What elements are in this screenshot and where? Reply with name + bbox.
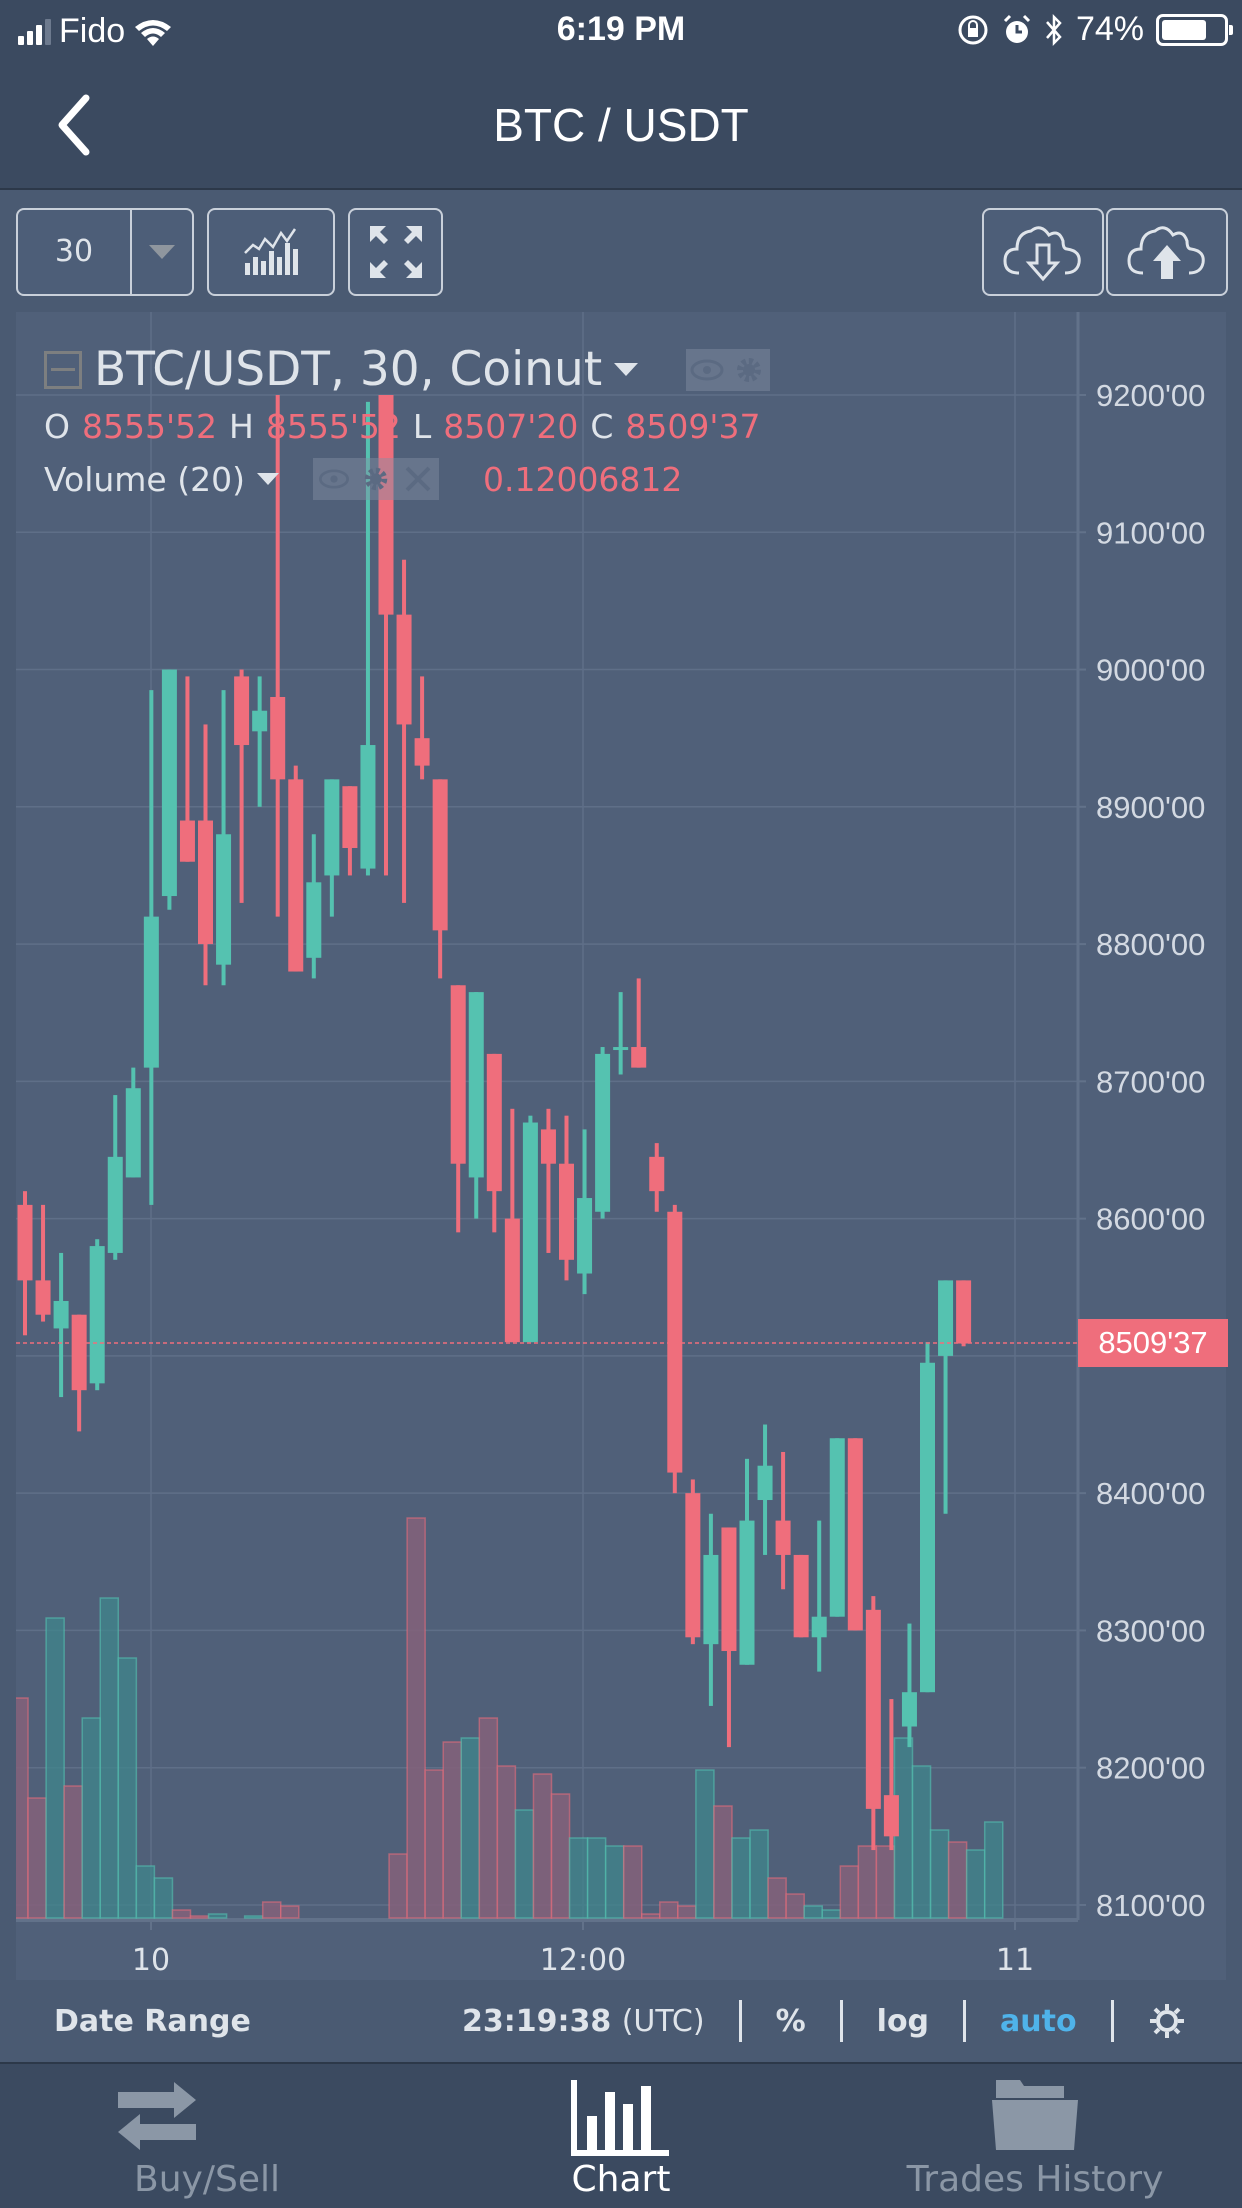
svg-text:8600'00: 8600'00 [1096,1202,1205,1237]
chevron-left-icon [58,94,90,156]
interval-value: 30 [18,210,132,294]
volume-value: 0.12006812 [482,459,683,499]
close-label: C [590,407,614,446]
close-icon [405,466,431,492]
fullscreen-button[interactable] [348,208,443,296]
collapse-legend-icon[interactable] [44,350,82,389]
chart-container: 9200'00 9100'00 9000'00 8900'00 8800'00 8700'… [0,312,1242,2192]
caret-down-icon[interactable] [614,362,639,377]
volume-settings-button[interactable] [354,458,397,500]
cloud-download-icon [1003,226,1081,282]
bottom-tab-bar: Buy/Sell Chart Trades History [0,2062,1242,2208]
back-button[interactable] [50,90,110,160]
svg-text:8300'00: 8300'00 [1096,1613,1205,1648]
gear-icon [364,467,388,491]
tab-buy-sell[interactable]: Buy/Sell [0,2064,414,2208]
series-settings-button[interactable] [728,348,771,391]
battery-icon [1156,13,1233,46]
cellular-signal-icon [18,18,51,45]
navigation-bar: BTC / USDT [0,64,1242,190]
divider [963,2000,967,2042]
svg-text:9100'00: 9100'00 [1096,515,1205,550]
caret-down-icon[interactable] [256,472,279,486]
page-title: BTC / USDT [493,99,749,151]
timezone-button[interactable]: (UTC) [621,2003,705,2039]
bluetooth-icon [1045,13,1062,46]
volume-legend: Volume (20) 0.12006812 [44,458,770,500]
clock-time: 23:19:38 [462,2003,612,2039]
save-chart-button[interactable] [1106,208,1228,296]
status-bar: Fido 6:19 PM 74% [0,0,1242,64]
visibility-toggle[interactable] [686,348,729,391]
svg-text:9000'00: 9000'00 [1096,653,1205,688]
divider [839,2000,843,2042]
svg-text:8800'00: 8800'00 [1096,927,1205,962]
volume-label[interactable]: Volume (20) [44,459,245,499]
clock: 6:19 PM [556,10,686,48]
svg-text:8200'00: 8200'00 [1096,1751,1205,1786]
tab-label: Trades History [906,2159,1164,2200]
low-label: L [412,407,432,446]
high-label: H [229,407,254,446]
chart-toolbar: 30 [0,190,1242,312]
svg-text:12:00: 12:00 [540,1943,626,1978]
tab-trades-history[interactable]: Trades History [828,2064,1242,2208]
indicators-chart-icon [244,228,298,275]
rotation-lock-icon [958,15,988,44]
gear-icon[interactable] [1148,2002,1186,2040]
tab-chart[interactable]: Chart [414,2064,828,2208]
chart-pane[interactable]: 9200'00 9100'00 9000'00 8900'00 8800'00 8700'… [16,312,1226,1980]
svg-text:11: 11 [996,1943,1034,1978]
eye-icon [690,359,724,380]
caret-down-icon [149,245,175,259]
log-scale-toggle[interactable]: log [876,2003,930,2039]
indicators-button[interactable] [207,208,335,296]
folder-icon [992,2080,1078,2150]
date-range-button[interactable]: Date Range [54,2003,251,2039]
ohlc-values: O 8555'52 H 8555'52 L 8507'20 C 8509'37 [44,407,770,446]
percent-scale-toggle[interactable]: % [775,2003,806,2039]
volume-remove-button[interactable] [396,458,439,500]
open-label: O [44,407,70,446]
chart-footer: Date Range 23:19:38 (UTC) % log auto [0,1980,1242,2062]
load-chart-button[interactable] [982,208,1104,296]
cloud-upload-icon [1127,226,1205,279]
fullscreen-icon [369,226,422,278]
low-value: 8507'20 [443,407,579,446]
divider [1110,2000,1114,2042]
svg-text:8700'00: 8700'00 [1096,1064,1205,1099]
eye-icon [318,469,349,489]
svg-text:8100'00: 8100'00 [1096,1888,1205,1923]
last-price-label: 8509'37 [1078,1319,1228,1368]
divider [738,2000,742,2042]
interval-dropdown[interactable]: 30 [16,208,194,296]
high-value: 8555'52 [265,407,401,446]
close-value: 8509'37 [625,407,761,446]
tab-label: Buy/Sell [134,2159,280,2200]
gear-icon [737,357,762,382]
volume-visibility-toggle[interactable] [312,458,355,500]
bar-chart-icon [571,2080,669,2156]
alarm-icon [1003,14,1030,43]
open-value: 8555'52 [81,407,218,446]
auto-scale-toggle[interactable]: auto [1000,2003,1077,2039]
swap-arrows-icon [118,2082,196,2150]
symbol-title[interactable]: BTC/USDT, 30, Coinut [94,342,603,397]
svg-text:8900'00: 8900'00 [1096,790,1205,825]
tab-label: Chart [571,2159,671,2200]
svg-text:9200'00: 9200'00 [1096,378,1205,413]
wifi-icon [135,19,172,46]
svg-text:10: 10 [132,1943,170,1978]
candlestick-chart[interactable]: 9200'00 9100'00 9000'00 8900'00 8800'00 8700'… [16,312,1226,1980]
series-legend: BTC/USDT, 30, Coinut O 8555'52 H 8555'52… [44,342,771,500]
carrier-name: Fido [59,12,126,50]
battery-percent: 74% [1075,10,1144,48]
svg-text:8400'00: 8400'00 [1096,1476,1205,1511]
